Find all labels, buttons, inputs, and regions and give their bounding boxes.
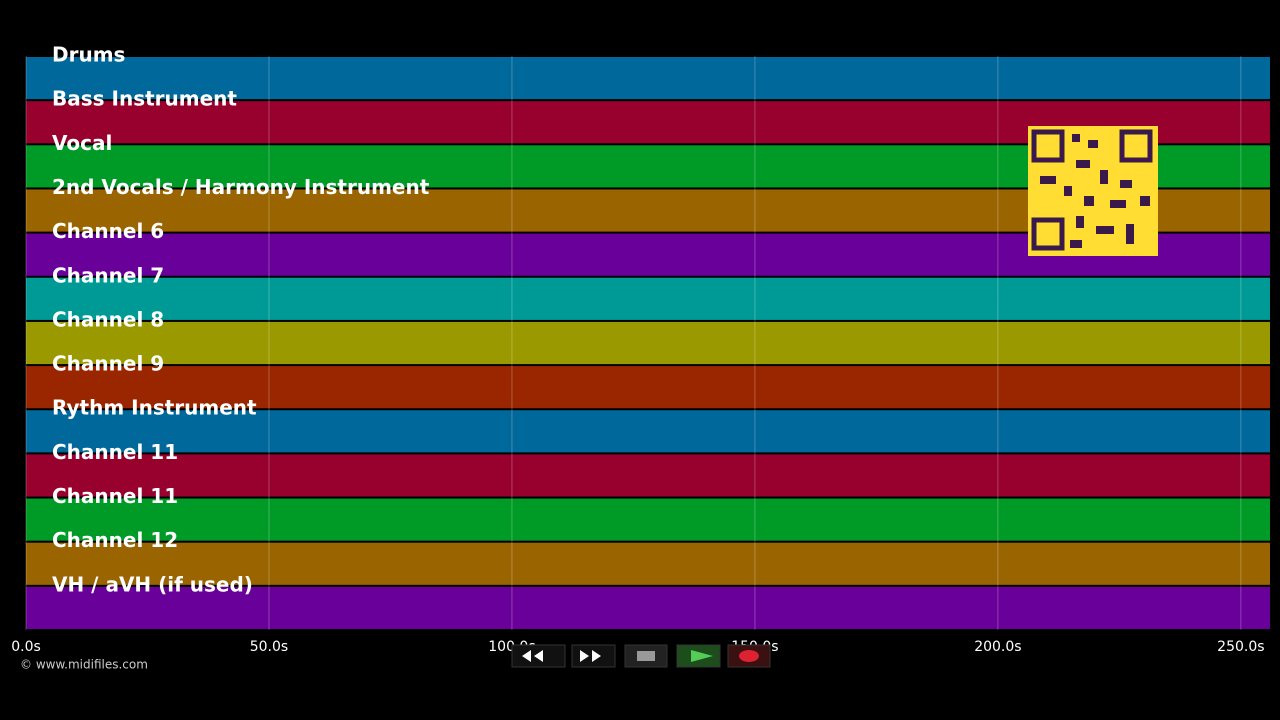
track-label: Channel 8 bbox=[52, 307, 164, 331]
track-band bbox=[26, 586, 1270, 629]
track-label: Vocal bbox=[52, 131, 112, 155]
credit: © www.midifiles.com bbox=[20, 658, 148, 672]
transport-controls bbox=[511, 644, 771, 668]
track-band bbox=[26, 366, 1270, 409]
time-grid bbox=[25, 56, 1242, 630]
track-label: Bass Instrument bbox=[52, 87, 237, 111]
stop-button[interactable] bbox=[624, 644, 668, 668]
track-label: Channel 7 bbox=[52, 263, 164, 287]
track-band bbox=[26, 321, 1270, 365]
fast-forward-button[interactable] bbox=[571, 644, 616, 668]
track-band bbox=[26, 277, 1270, 320]
qr-code bbox=[1028, 126, 1158, 256]
track-band bbox=[26, 57, 1270, 100]
track-label: Channel 12 bbox=[52, 528, 178, 552]
track-label: Channel 9 bbox=[52, 352, 164, 376]
play-button[interactable] bbox=[676, 644, 721, 668]
track-label: Channel 11 bbox=[52, 440, 178, 464]
x-tick-label: 50.0s bbox=[250, 639, 288, 655]
rewind-icon bbox=[522, 650, 543, 662]
qr-finder bbox=[1031, 129, 1065, 163]
x-tick-label: 250.0s bbox=[1217, 639, 1264, 655]
qr-finder bbox=[1031, 217, 1065, 251]
track-labels: Drums Bass Instrument Vocal 2nd Vocals / Ha… bbox=[52, 43, 430, 597]
track-band bbox=[26, 454, 1270, 497]
rewind-button[interactable] bbox=[511, 644, 566, 668]
record-button[interactable] bbox=[727, 644, 771, 668]
track-label: Channel 11 bbox=[52, 484, 178, 508]
stop-icon bbox=[637, 651, 655, 661]
track-label: Channel 6 bbox=[52, 219, 164, 243]
track-label: 2nd Vocals / Harmony Instrument bbox=[52, 175, 430, 199]
track-label: Drums bbox=[52, 43, 125, 67]
qr-finder bbox=[1119, 129, 1153, 163]
x-tick-label: 0.0s bbox=[11, 639, 41, 655]
track-band bbox=[26, 498, 1270, 541]
play-icon bbox=[691, 650, 713, 662]
track-band bbox=[26, 542, 1270, 585]
x-tick-label: 200.0s bbox=[974, 639, 1021, 655]
track-label: Rythm Instrument bbox=[52, 396, 257, 420]
fast-forward-icon bbox=[580, 650, 601, 662]
track-band bbox=[26, 410, 1270, 453]
record-icon bbox=[739, 650, 759, 662]
track-label: VH / aVH (if used) bbox=[52, 572, 253, 596]
